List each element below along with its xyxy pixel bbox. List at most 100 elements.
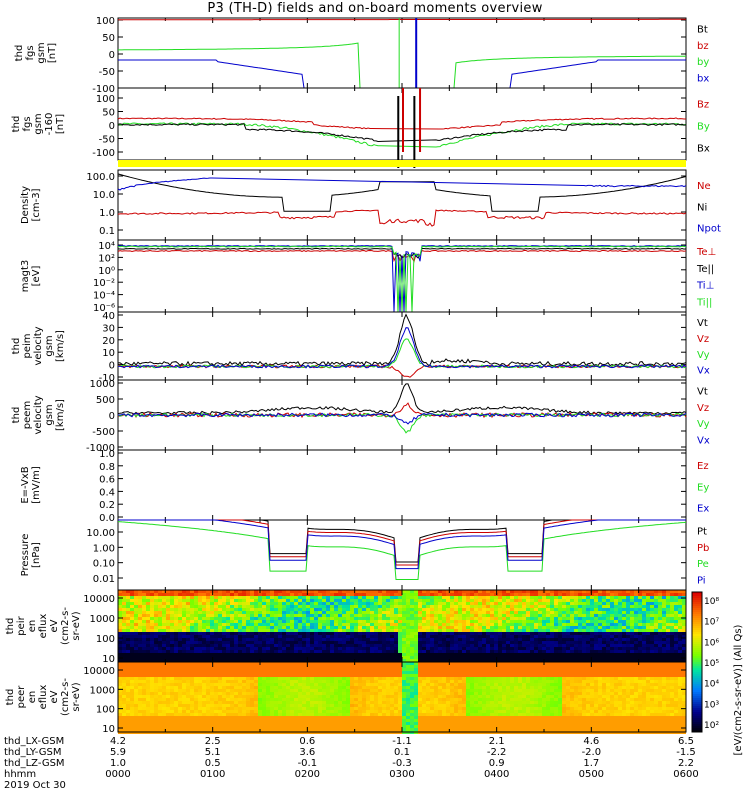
- axis-row-value: 3.6: [299, 747, 315, 758]
- peim-y-label: -10: [99, 373, 115, 384]
- peir-y-label: 10000: [83, 594, 115, 605]
- fgs-y-label: 0: [109, 50, 115, 61]
- colorbar-cell: [692, 596, 702, 598]
- colorbar-cell: [692, 614, 702, 616]
- peir-axis-title: eflux: [38, 614, 49, 639]
- colorbar-cell: [692, 724, 702, 726]
- Vx-line: [117, 327, 687, 369]
- colorbar-cell: [692, 600, 702, 602]
- pressure-legend-item: Pt: [697, 527, 707, 538]
- axis-row-value: -1.5: [676, 747, 696, 758]
- peem-y-label: 0: [109, 411, 115, 422]
- colorbar-tick-label: 10⁴: [704, 680, 719, 690]
- fgs-legend-item: bx: [697, 73, 709, 84]
- colorbar-cell: [692, 726, 702, 728]
- temp-axis-title: [eV]: [31, 266, 42, 287]
- density-legend-item: Npot: [697, 224, 721, 235]
- bz-line: [117, 18, 686, 21]
- colorbar-cell: [692, 704, 702, 706]
- fgs-axis-title: fgs: [25, 45, 36, 60]
- Ni-line: [117, 173, 687, 212]
- axis-row-value: 0200: [295, 769, 320, 780]
- peir-y-label: 10: [102, 654, 115, 665]
- colorbar-cell: [692, 686, 702, 688]
- fgs2-y-label: -100: [92, 148, 115, 159]
- peir-y-label: 1000: [90, 614, 115, 625]
- temp-legend-item: Te⊥: [696, 247, 716, 258]
- colorbar-cell: [692, 644, 702, 646]
- temp-y-label: 10²: [98, 253, 115, 264]
- fgs-legend-item: Bt: [697, 25, 708, 36]
- axis-row-value: -0.1: [298, 758, 318, 769]
- axis-row-value: -2.2: [487, 747, 507, 758]
- pressure-y-label: 1.00: [93, 543, 115, 554]
- peim-axis-title: gsm: [44, 335, 55, 356]
- colorbar-cell: [692, 610, 702, 612]
- axis-row-value: 4.2: [110, 736, 126, 747]
- fgs-y-label: 100: [96, 16, 115, 27]
- colorbar-cell: [692, 638, 702, 640]
- axis-row-value: 2.2: [678, 758, 694, 769]
- fgs2-legend-item: Bz: [697, 100, 709, 111]
- peem-axis-title: [km/s]: [55, 399, 66, 431]
- peim-axis-title: [km/s]: [55, 330, 66, 362]
- peer-axis-title: sr-eV): [71, 682, 82, 711]
- fgs2-y-label: -50: [99, 135, 115, 146]
- colorbar-cell: [692, 702, 702, 704]
- colorbar-cell: [692, 674, 702, 676]
- peim-y-label: 40: [102, 311, 115, 322]
- pressure-legend-item: Pe: [697, 559, 709, 570]
- peem-legend-item: Vy: [697, 419, 710, 430]
- peem-axis-title: thd: [11, 407, 22, 424]
- peem-axis-title: gsm: [44, 404, 55, 425]
- colorbar-cell: [692, 624, 702, 626]
- peim-legend-item: Vx: [697, 366, 710, 377]
- density-legend-item: Ni: [697, 202, 707, 213]
- Bz-line: [117, 117, 686, 130]
- colorbar-cell: [692, 712, 702, 714]
- colorbar-cell: [692, 706, 702, 708]
- peir-y-label: 100: [96, 634, 115, 645]
- axis-date: 2019 Oct 30: [4, 780, 66, 791]
- efield-axis-title: [mV/m]: [31, 466, 42, 504]
- pressure-legend-item: Pi: [697, 575, 706, 586]
- colorbar-cell: [692, 670, 702, 672]
- efield-legend-item: Ex: [697, 504, 709, 515]
- peim-y-label: 10: [102, 348, 115, 359]
- fgs2-y-label: 100: [96, 94, 115, 105]
- colorbar-cell: [692, 722, 702, 724]
- peim-y-label: 20: [102, 336, 115, 347]
- panel-fgs-frame: [117, 17, 687, 89]
- Bx-line: [117, 123, 687, 143]
- colorbar-cell: [692, 728, 702, 730]
- temp-y-label: 10⁻²: [93, 278, 115, 289]
- temp-y-label: 10⁴: [98, 241, 115, 252]
- efield-y-label: 0.6: [99, 475, 115, 486]
- density-y-label: 100.0: [86, 172, 115, 183]
- colorbar-cell: [692, 594, 702, 596]
- peim-legend-item: Vz: [697, 334, 709, 345]
- peim-legend-item: Vy: [697, 350, 710, 361]
- colorbar-cell: [692, 682, 702, 684]
- mode-bar: [118, 160, 686, 167]
- colorbar-cell: [692, 606, 702, 608]
- peim-y-label: 0: [109, 361, 115, 372]
- density-y-label: 10.0: [93, 190, 115, 201]
- pressure-axis-title: Pressure: [20, 534, 31, 577]
- peem-y-label: 1000: [90, 379, 115, 390]
- Vt-line: [117, 313, 687, 367]
- colorbar-cell: [692, 698, 702, 700]
- fgs2-axis-title: [nT]: [55, 114, 66, 134]
- colorbar-cell: [692, 730, 702, 732]
- fgs-y-label: 50: [102, 33, 115, 44]
- axis-row-value: 6.5: [678, 736, 694, 747]
- density-y-label: 0.1: [99, 226, 115, 237]
- temp-legend-item: Te||: [696, 264, 714, 275]
- axis-row-label: thd_LX-GSM: [4, 736, 64, 747]
- colorbar-cell: [692, 616, 702, 618]
- peem-Vt-line: [117, 383, 687, 415]
- pressure-y-label: 0.01: [93, 574, 115, 585]
- peir-spectrogram: [118, 590, 686, 662]
- colorbar-cell: [692, 666, 702, 668]
